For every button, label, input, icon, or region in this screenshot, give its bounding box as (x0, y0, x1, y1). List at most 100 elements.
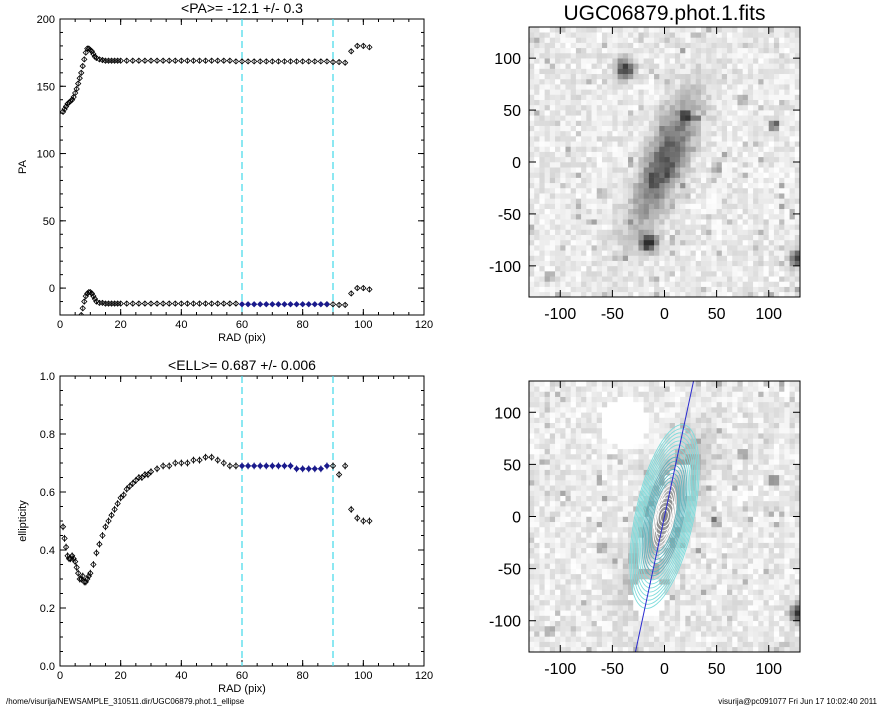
image-pixel (732, 141, 738, 147)
data-point (67, 555, 74, 562)
image-pixel (575, 78, 582, 85)
image-pixel (716, 219, 723, 225)
image-pixel (622, 573, 629, 580)
image-pixel (674, 213, 681, 220)
image-pixel (779, 239, 785, 246)
image-pixel (575, 156, 582, 163)
image-pixel (753, 47, 759, 54)
image-pixel (685, 245, 691, 251)
image-pixel (534, 27, 540, 33)
image-pixel (560, 552, 566, 559)
image-pixel (534, 563, 540, 569)
image-pixel (779, 136, 785, 142)
image-pixel (638, 433, 644, 439)
image-pixel (539, 386, 545, 392)
image-pixel (773, 172, 780, 178)
image-pixel (612, 584, 618, 590)
image-pixel (560, 620, 566, 627)
image-pixel (581, 401, 587, 408)
image-pixel (654, 89, 660, 95)
image-pixel (622, 78, 629, 85)
image-pixel (789, 281, 796, 287)
image-pixel (622, 381, 629, 387)
data-point (275, 58, 282, 65)
image-pixel (560, 255, 566, 261)
image-pixel (727, 229, 733, 235)
image-pixel (706, 110, 712, 116)
image-pixel (565, 245, 571, 251)
image-pixel (794, 47, 800, 54)
image-pixel (570, 480, 577, 486)
image-pixel (601, 182, 608, 189)
image-pixel (591, 573, 598, 580)
image-pixel (659, 646, 665, 652)
data-point (178, 57, 185, 64)
image-pixel (700, 177, 707, 184)
image-pixel (732, 162, 738, 168)
image-pixel (612, 599, 618, 606)
image-pixel (648, 443, 655, 450)
image-pixel (586, 480, 592, 486)
image-pixel (617, 84, 624, 90)
image-pixel (737, 187, 743, 194)
image-pixel (690, 208, 697, 215)
image-pixel (737, 99, 743, 106)
image-pixel (638, 605, 644, 611)
image-pixel (669, 239, 676, 246)
image-pixel (664, 208, 671, 215)
image-pixel (638, 381, 644, 387)
image-pixel (664, 605, 671, 611)
image-pixel (685, 281, 691, 287)
image-pixel (784, 224, 790, 230)
image-pixel (742, 219, 749, 225)
image-pixel (529, 58, 535, 64)
image-pixel (555, 130, 561, 137)
image-pixel (690, 271, 697, 277)
image-pixel (674, 224, 681, 230)
image-pixel (648, 162, 655, 168)
image-pixel (529, 506, 535, 512)
image-pixel (560, 224, 566, 230)
image-pixel (680, 193, 686, 199)
image-pixel (591, 558, 598, 564)
image-pixel (669, 125, 676, 132)
x-tick-label: 60 (236, 319, 248, 331)
image-pixel (794, 156, 800, 163)
image-pixel (591, 203, 598, 210)
image-pixel (586, 407, 592, 413)
image-pixel (648, 625, 655, 632)
image-pixel (539, 47, 545, 54)
image-pixel (654, 182, 660, 189)
image-pixel (753, 37, 759, 43)
image-pixel (570, 99, 577, 106)
image-pixel (659, 198, 665, 204)
data-point (263, 462, 270, 470)
image-pixel (695, 260, 702, 267)
image-pixel (560, 27, 566, 33)
image-pixel (763, 187, 770, 194)
image-pixel (601, 615, 608, 622)
image-pixel (596, 32, 603, 38)
image-pixel (674, 636, 681, 642)
image-pixel (758, 78, 764, 85)
image-pixel (628, 625, 634, 632)
image-pixel (768, 130, 775, 137)
image-pixel (622, 448, 629, 455)
image-pixel (607, 130, 613, 137)
image-pixel (633, 391, 639, 397)
image-pixel (628, 568, 634, 575)
image-pixel (586, 443, 592, 450)
image-pixel (643, 58, 650, 64)
image-pixel (570, 573, 577, 580)
image-pixel (534, 37, 540, 43)
image-pixel (695, 141, 702, 147)
image-pixel (544, 490, 551, 496)
image-pixel (617, 610, 624, 616)
image-pixel (565, 381, 571, 387)
image-pixel (690, 255, 697, 261)
image-pixel (622, 641, 629, 648)
image-pixel (716, 89, 723, 95)
image-pixel (742, 213, 749, 220)
image-pixel (716, 276, 723, 282)
image-pixel (570, 537, 577, 543)
